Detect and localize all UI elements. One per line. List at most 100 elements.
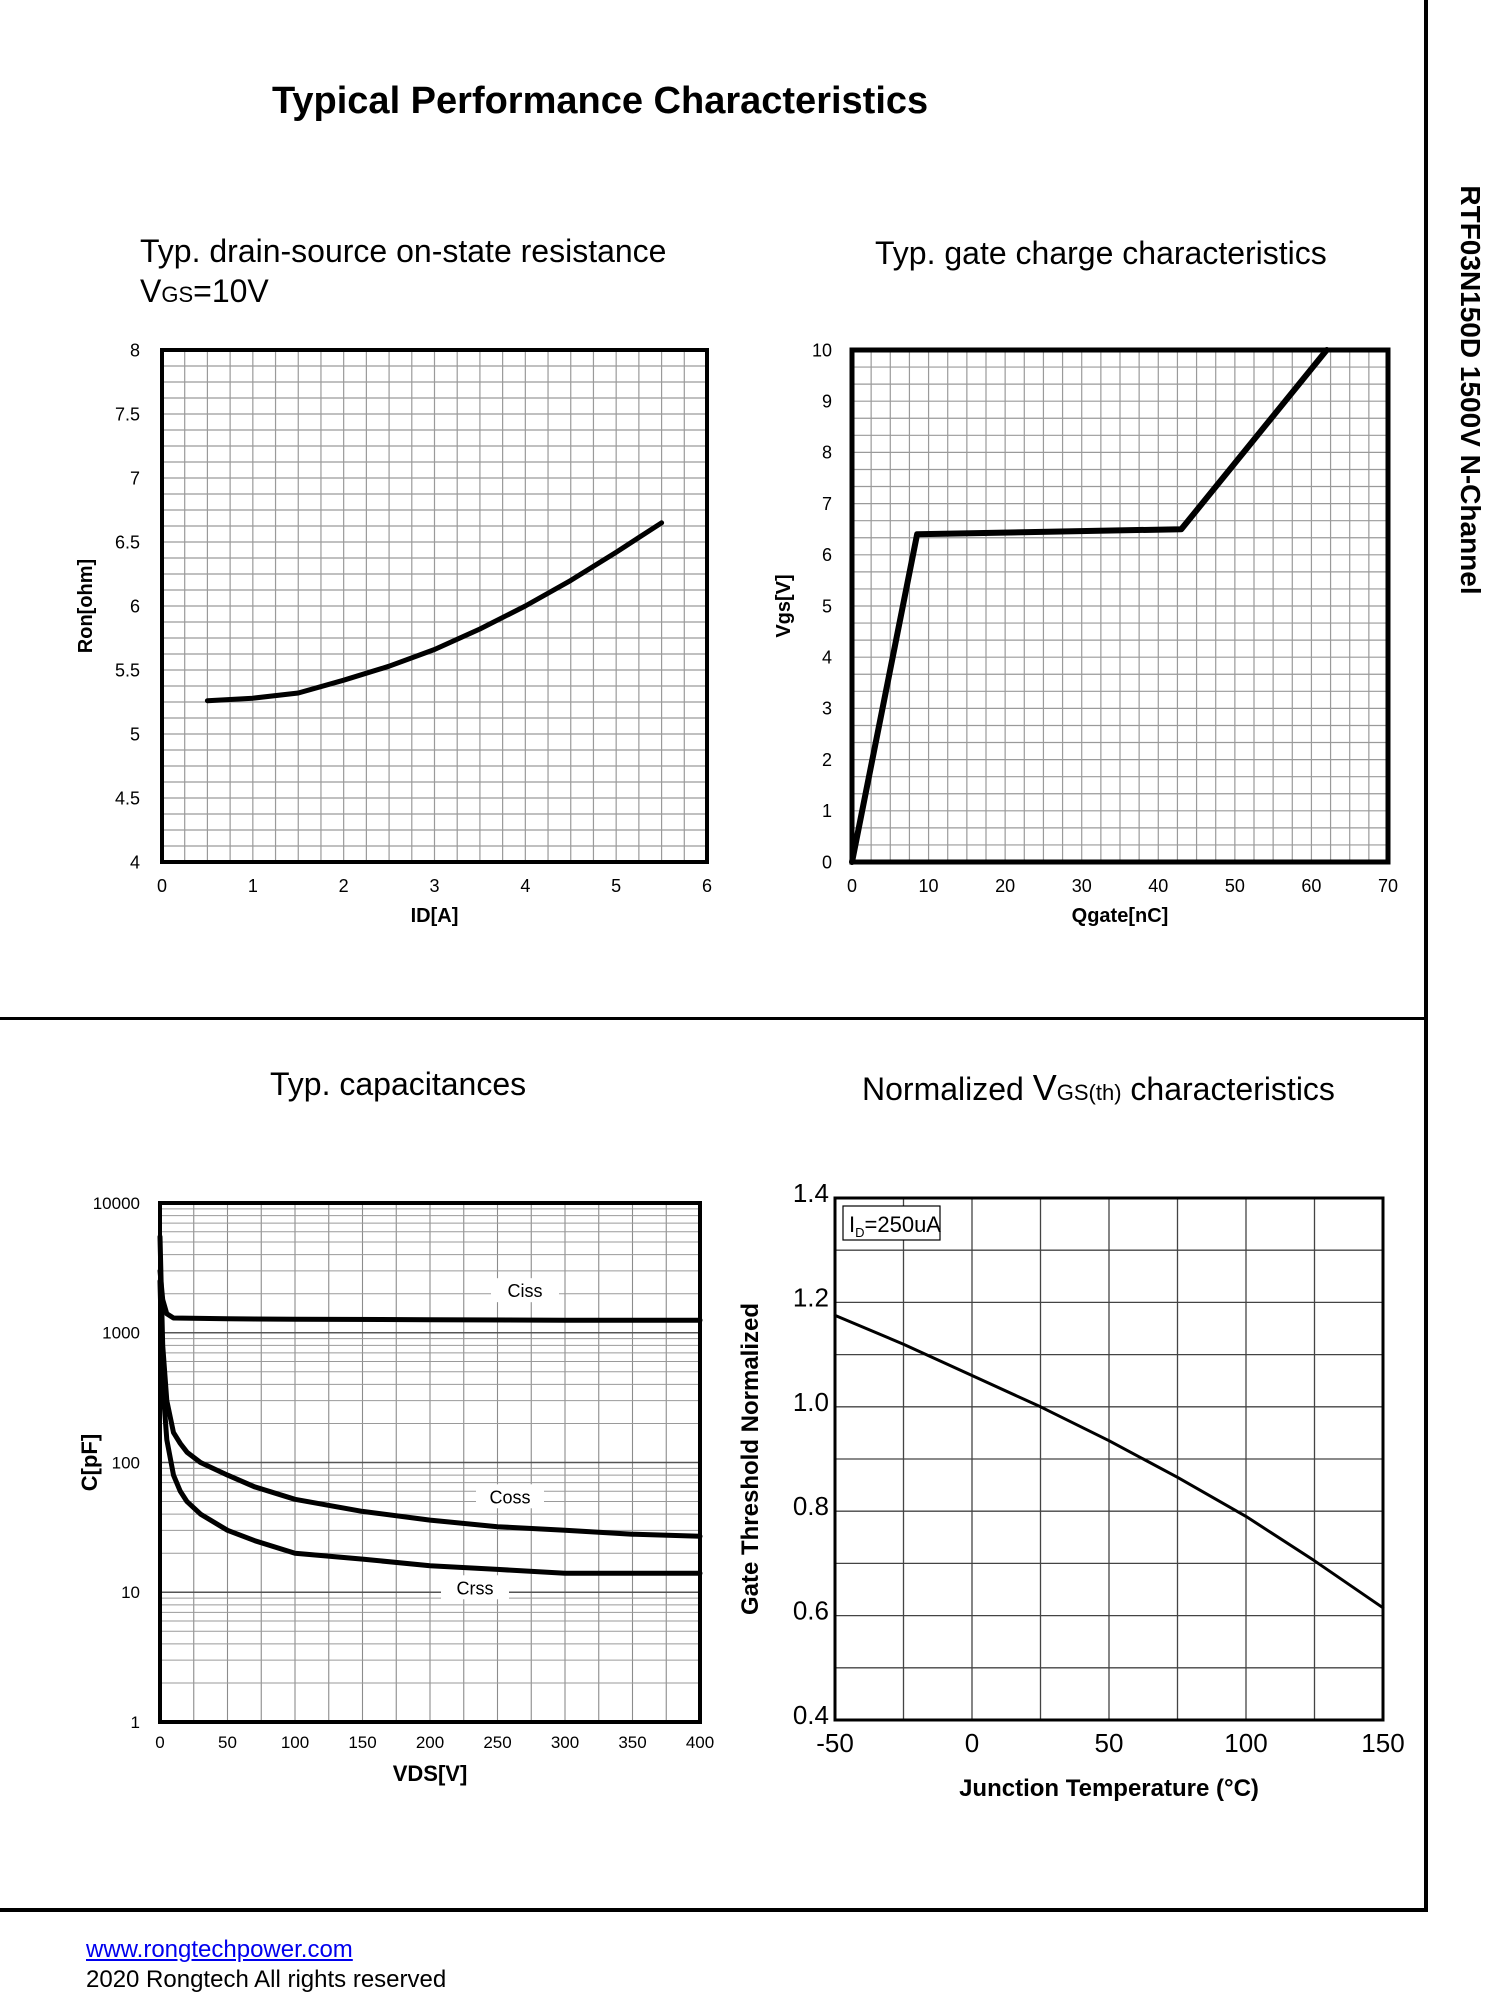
x-tick-label: 20: [995, 876, 1015, 896]
annotation-box: [842, 1205, 941, 1241]
y-tick-label: 4: [130, 852, 140, 872]
x-tick-label: 300: [551, 1733, 579, 1752]
x-tick-label: 1: [248, 876, 258, 896]
y-tick-label: 0.8: [793, 1491, 829, 1521]
x-tick-label: 100: [1224, 1728, 1267, 1758]
plot-frame: [158, 1201, 702, 1724]
y-axis-label: Vgs[V]: [773, 574, 795, 637]
series-line-vgs: [849, 347, 1330, 865]
x-tick-label: 40: [1148, 876, 1168, 896]
charts-canvas: Typ. drain-source on-state resistance VGS…: [75, 233, 1405, 1802]
y-tick-label: 10: [121, 1583, 140, 1602]
x-tick-label: 150: [348, 1733, 376, 1752]
y-tick-label: 1000: [102, 1324, 140, 1343]
chart-capacitances: Typ. capacitances 0 50 100 150 200 250 300 350 40…: [77, 1066, 714, 1786]
x-tick-label: -50: [816, 1728, 854, 1758]
chart-title: Typ. gate charge characteristics: [875, 235, 1327, 271]
y-tick-label: 100: [112, 1453, 140, 1472]
x-tick-label: 50: [1225, 876, 1245, 896]
y-tick-label: 8: [130, 340, 140, 360]
page-title: Typical Performance Characteristics: [272, 80, 929, 122]
section-divider: [0, 1017, 1428, 1020]
series-label-bg: [441, 1575, 509, 1600]
x-tick-label: 400: [686, 1733, 714, 1752]
x-tick-label: 350: [618, 1733, 646, 1752]
y-axis-label: C[pF]: [77, 1434, 102, 1491]
x-tick-label: 10: [919, 876, 939, 896]
x-tick-label: 60: [1301, 876, 1321, 896]
x-tick-label: 4: [520, 876, 530, 896]
y-tick-label: 0.4: [793, 1700, 829, 1730]
chart-title: Typ. capacitances: [270, 1066, 526, 1102]
series-label: Ciss: [508, 1281, 543, 1301]
y-tick-label: 1.4: [793, 1178, 829, 1208]
y-tick-label: 9: [822, 392, 832, 412]
chart-title: Typ. drain-source on-state resistance: [140, 233, 666, 269]
series-label-bg: [476, 1484, 544, 1509]
x-tick-label: 200: [416, 1733, 444, 1752]
x-tick-label: 6: [702, 876, 712, 896]
x-tick-label: 70: [1378, 876, 1398, 896]
y-tick-label: 7: [822, 494, 832, 514]
y-tick-label: 7: [130, 468, 140, 488]
x-tick-label: 5: [611, 876, 621, 896]
y-tick-label: 0.6: [793, 1596, 829, 1626]
y-tick-label: 3: [822, 699, 832, 719]
copyright-text: 2020 Rongtech All rights reserved: [86, 1966, 447, 1993]
series-line-crss: [157, 1278, 703, 1576]
y-tick-label: 6: [822, 545, 832, 565]
x-tick-label: 0: [155, 1733, 164, 1752]
x-tick-label: 100: [281, 1733, 309, 1752]
y-axis-label: Gate Threshold Normalized: [737, 1303, 764, 1615]
y-tick-label: 0: [822, 852, 832, 872]
x-axis-label: VDS[V]: [393, 1761, 468, 1786]
series-line-ron: [204, 520, 665, 704]
annotation-label: ID=250uA: [849, 1212, 941, 1240]
plot-frame: [160, 348, 709, 864]
y-tick-label: 5.5: [115, 660, 140, 680]
x-tick-label: 50: [1095, 1728, 1124, 1758]
y-tick-label: 6.5: [115, 532, 140, 552]
x-tick-label: 3: [429, 876, 439, 896]
y-tick-label: 4.5: [115, 788, 140, 808]
plot-frame: [833, 1196, 1385, 1722]
chart-subtitle: VGS=10V: [140, 273, 269, 309]
x-axis-label: Qgate[nC]: [1072, 905, 1169, 927]
x-tick-label: 2: [339, 876, 349, 896]
chart-title: Normalized VGS(th) characteristics: [862, 1067, 1335, 1108]
y-tick-label: 1: [822, 801, 832, 821]
y-tick-label: 7.5: [115, 404, 140, 424]
series-label: Crss: [457, 1578, 494, 1598]
y-tick-label: 2: [822, 750, 832, 770]
y-tick-label: 5: [130, 724, 140, 744]
y-tick-label: 10000: [93, 1194, 140, 1213]
y-tick-label: 6: [130, 596, 140, 616]
y-axis-label: Ron[ohm]: [75, 559, 97, 653]
y-tick-label: 1.2: [793, 1282, 829, 1312]
y-tick-label: 8: [822, 443, 832, 463]
y-tick-label: 10: [812, 340, 832, 360]
chart-vth: Normalized VGS(th) characteristics -50 0 50…: [737, 1067, 1405, 1802]
y-tick-label: 1.0: [793, 1387, 829, 1417]
x-tick-label: 0: [847, 876, 857, 896]
page-frame: [0, 0, 1428, 1912]
y-tick-label: 1: [131, 1713, 140, 1732]
x-tick-label: 0: [157, 876, 167, 896]
x-axis-label: ID[A]: [411, 905, 459, 927]
website-link[interactable]: www.rongtechpower.com: [86, 1936, 353, 1963]
series-line-vth: [833, 1313, 1385, 1610]
y-tick-label: 4: [822, 648, 832, 668]
y-tick-label: 5: [822, 596, 832, 616]
series-label-bg: [491, 1278, 559, 1303]
x-tick-label: 250: [483, 1733, 511, 1752]
plot-frame: [849, 347, 1391, 865]
series-label: Coss: [489, 1487, 530, 1507]
x-tick-label: 0: [965, 1728, 979, 1758]
x-axis-label: Junction Temperature (°C): [959, 1775, 1259, 1802]
series-line-coss: [157, 1234, 703, 1539]
chart-ron: Typ. drain-source on-state resistance VGS…: [75, 233, 712, 927]
x-tick-label: 150: [1361, 1728, 1404, 1758]
footer: www.rongtechpower.com 2020 Rongtech All …: [86, 1935, 446, 1995]
x-tick-label: 30: [1072, 876, 1092, 896]
